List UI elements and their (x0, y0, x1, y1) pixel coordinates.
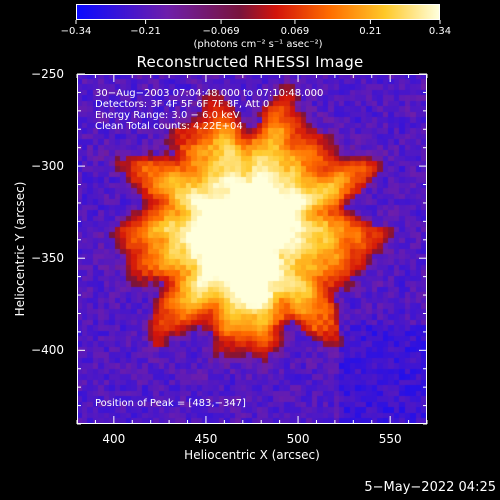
plot-title: Reconstructed RHESSI Image (136, 53, 364, 71)
y-tick-label: −300 (31, 159, 64, 174)
colorbar-tick-label: −0.069 (202, 26, 240, 37)
colorbar-tick-label: 0.34 (428, 26, 452, 37)
annotation-peak: Position of Peak = [483,−347] (95, 398, 246, 409)
y-tick-label: −350 (31, 251, 64, 266)
colorbar-ticks (75, 20, 441, 24)
y-tick-label: −250 (31, 67, 64, 81)
y-axis-label: Heliocentric Y (arcsec) (13, 181, 27, 317)
annotation-detectors: Detectors: 3F 4F 5F 6F 7F 8F, Att 0 (95, 99, 270, 110)
x-tick-label: 450 (194, 432, 218, 446)
annotation-clean: Clean Total counts: 4.22E+04 (95, 121, 243, 132)
x-tick-label: 550 (378, 432, 402, 446)
colorbar-tick-label: −0.21 (130, 26, 161, 37)
y-tick-label: −400 (31, 343, 64, 358)
colorbar-units: (photons cm⁻² s⁻¹ asec⁻²) (193, 39, 323, 50)
colorbar-tick-label: 0.21 (359, 26, 382, 37)
heatmap-image (77, 74, 427, 424)
colorbar-tick-label: −0.34 (60, 26, 92, 37)
x-tick-label: 400 (102, 432, 126, 446)
annotation-time-range: 30−Aug−2003 07:04:48.000 to 07:10:48.000 (95, 88, 324, 99)
x-tick-label: 500 (286, 432, 310, 446)
colorbar (76, 4, 440, 20)
x-axis-label: Heliocentric X (arcsec) (184, 448, 320, 462)
colorbar-tick-label: 0.069 (280, 26, 310, 37)
timestamp: 5−May−2022 04:25 (364, 480, 496, 495)
annotation-energy: Energy Range: 3.0 − 6.0 keV (95, 110, 240, 121)
